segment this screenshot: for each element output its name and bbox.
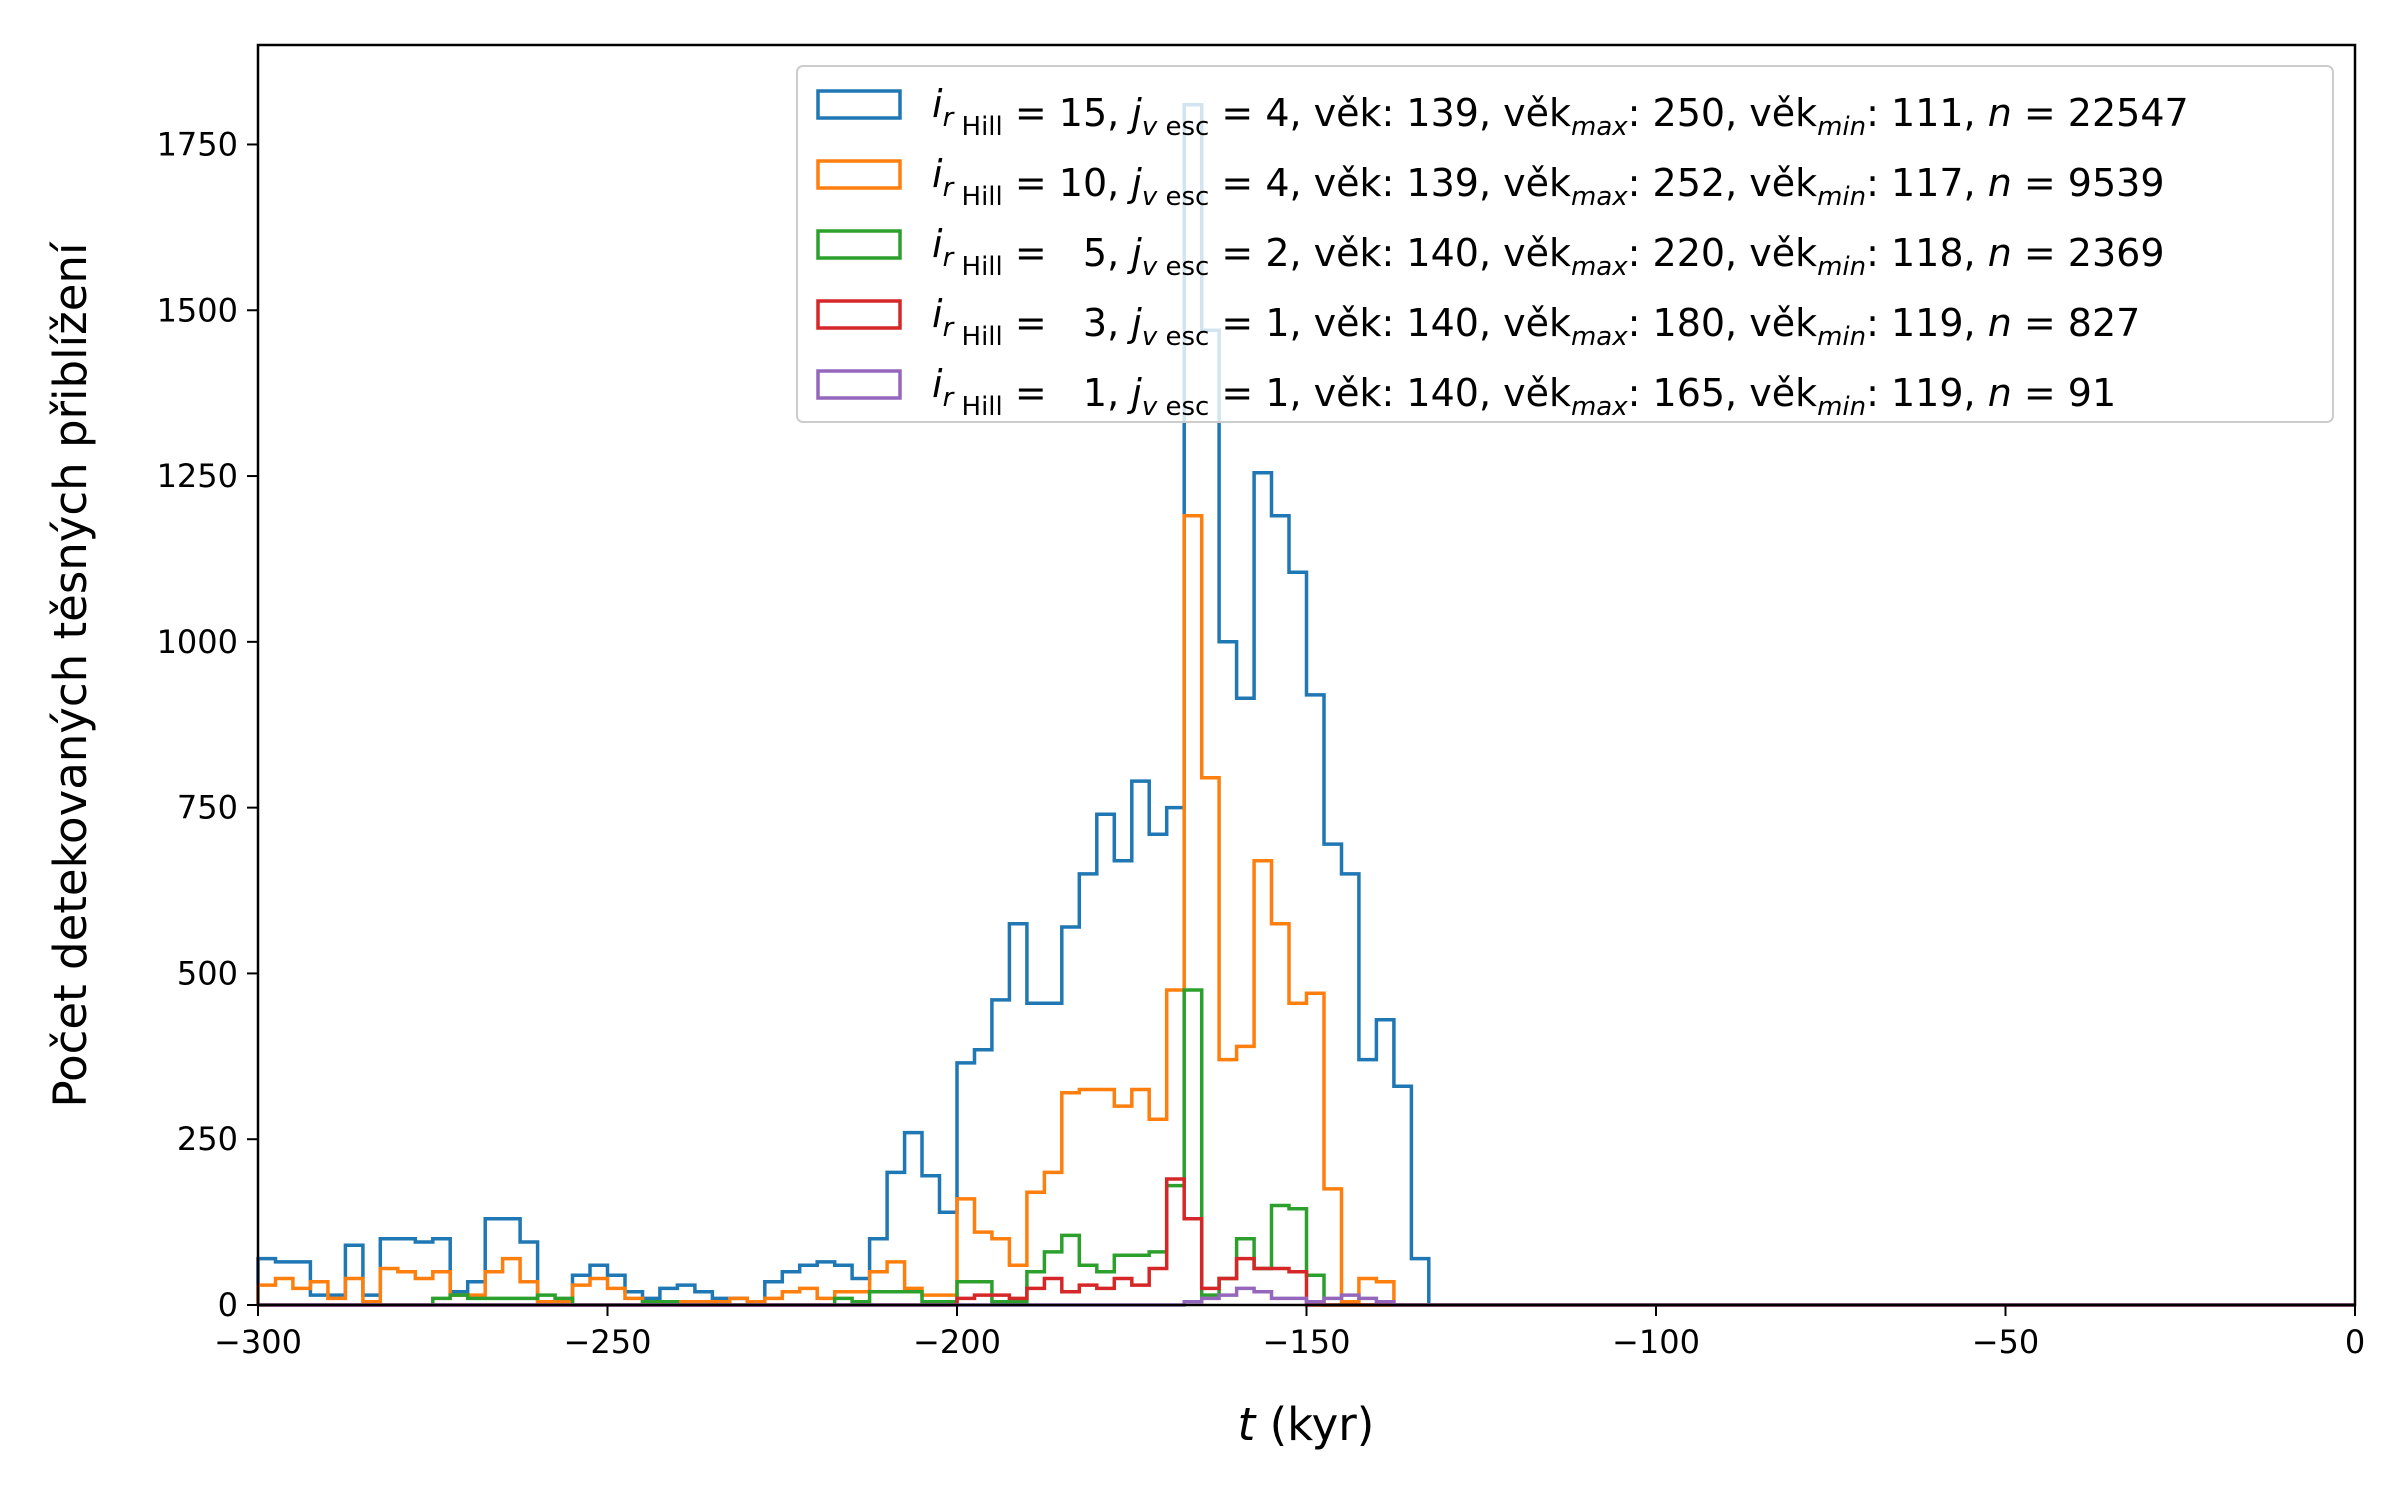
x-tick-label: −250 <box>564 1323 652 1361</box>
x-tick-label: −50 <box>1972 1323 2040 1361</box>
legend-swatch-3 <box>816 229 902 260</box>
legend-label-5: ir Hill = 1, jv esc = 1, věk: 140, věkma… <box>932 362 2116 422</box>
series-line-1 <box>256 102 2355 1307</box>
x-tick-label: −100 <box>1612 1323 1700 1361</box>
legend-label-4: ir Hill = 3, jv esc = 1, věk: 140, věkma… <box>932 292 2140 352</box>
series-line-3 <box>258 988 2355 1307</box>
x-axis: −300 −250 −200 −150 −100 −50 0 <box>214 1305 2365 1361</box>
legend-swatch-2 <box>816 159 902 190</box>
y-tick-label: 1000 <box>157 623 238 661</box>
y-tick-label: 0 <box>218 1286 238 1324</box>
x-tick-label: −200 <box>913 1323 1001 1361</box>
y-tick-label: 250 <box>177 1120 238 1158</box>
y-tick-label: 1250 <box>157 457 238 495</box>
y-axis-title: Počet detekovaných těsných přiblížení <box>44 241 97 1107</box>
y-tick-label: 1750 <box>157 125 238 163</box>
x-tick-label: −150 <box>1263 1323 1351 1361</box>
legend-swatch-1 <box>816 89 902 120</box>
legend-label-1: ir Hill = 15, jv esc = 4, věk: 139, věkm… <box>932 82 2189 142</box>
x-tick-label: −300 <box>214 1323 302 1361</box>
legend: ir Hill = 15, jv esc = 4, věk: 139, věkm… <box>796 65 2334 423</box>
legend-swatch-4 <box>816 299 902 330</box>
legend-box <box>796 65 2334 423</box>
x-axis-title: t (kyr) <box>1238 1398 1375 1451</box>
legend-swatch-5 <box>816 369 902 400</box>
legend-label-3: ir Hill = 5, jv esc = 2, věk: 140, věkma… <box>932 222 2165 282</box>
series-line-2 <box>256 514 2355 1307</box>
y-tick-label: 500 <box>177 954 238 992</box>
y-tick-label: 1500 <box>157 291 238 329</box>
legend-label-2: ir Hill = 10, jv esc = 4, věk: 139, věkm… <box>932 152 2165 212</box>
y-tick-label: 750 <box>177 789 238 827</box>
x-tick-label: 0 <box>2345 1323 2365 1361</box>
y-axis: 0 250 500 750 1000 1250 1500 1750 <box>157 125 258 1324</box>
